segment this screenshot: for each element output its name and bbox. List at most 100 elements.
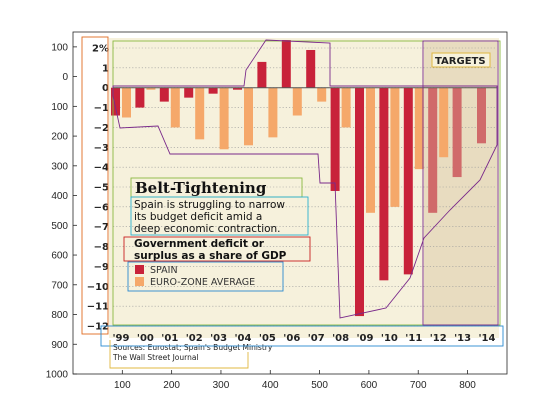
bar-eurozone [170, 87, 180, 128]
inner-x-tick-label: '12 [430, 333, 447, 344]
inner-x-tick-label: '11 [405, 333, 422, 344]
bar-eurozone [317, 87, 327, 102]
outline-plot-area [112, 40, 501, 326]
outer-y-tick-label: 400 [51, 191, 68, 202]
bar-eurozone [414, 87, 424, 170]
outline-legend [127, 261, 284, 292]
inner-x-tick-label: '06 [283, 333, 300, 344]
inner-x-tick-label: '08 [332, 333, 349, 344]
inner-x-tick-label: '07 [308, 333, 325, 344]
chart-title: Belt-Tightening [135, 179, 267, 197]
bar-spain [355, 87, 364, 317]
legend-label-spain: SPAIN [150, 265, 178, 276]
outer-x-tick-label: 300 [213, 380, 230, 391]
inner-y-tick-label: 2% [92, 44, 109, 55]
inner-y-tick-label: −1 [94, 103, 109, 114]
inner-y-tick-label: −4 [94, 163, 109, 174]
inner-y-tick-label: −12 [87, 322, 109, 333]
inner-y-tick-label: −8 [94, 242, 109, 253]
bar-eurozone [122, 87, 131, 118]
inner-x-tick-label: '02 [186, 333, 203, 344]
outer-y-tick-label: 700 [51, 280, 68, 291]
outer-y-tick-label: 200 [51, 132, 68, 143]
chart-label-line-1: Government deficit or [134, 238, 265, 250]
bar-eurozone [366, 87, 375, 213]
axes-frame [72, 31, 508, 375]
outline-source [109, 340, 249, 369]
inner-y-tick-label: −2 [94, 123, 109, 134]
bar-eurozone [439, 87, 449, 158]
bars [111, 40, 497, 317]
inner-x-tick-label: '99 [113, 333, 130, 344]
chart-label-line-2: surplus as a share of GDP [134, 250, 287, 262]
bar-spain [257, 61, 267, 88]
inner-y-tick-label: −3 [94, 143, 109, 154]
outline-chart-label [123, 236, 311, 262]
outer-x-tick-label: 700 [410, 380, 427, 391]
legend-swatch-spain [135, 265, 144, 274]
outline-x-axis-ticks [100, 325, 504, 347]
bar-spain [330, 87, 340, 191]
inner-x-tick-label: '00 [137, 333, 154, 344]
bar-spain [428, 87, 438, 213]
bar-spain [111, 87, 120, 116]
outer-y-tick-label: 100 [51, 102, 68, 113]
outer-x-tick-label: 500 [311, 380, 328, 391]
bar-eurozone [219, 87, 229, 150]
subtitle-line-2: its budget deficit amid a [134, 211, 262, 223]
inner-y-tick-label: 1 [102, 63, 109, 74]
inner-y-tick-label: −7 [94, 222, 109, 233]
bar-eurozone [341, 87, 351, 128]
inner-y-tick-label: −10 [87, 282, 109, 293]
outer-y-tick-label: 0 [62, 72, 68, 83]
targets-label: TARGETS [435, 56, 486, 67]
bar-spain [208, 87, 218, 94]
inner-x-tick-label: '14 [479, 333, 496, 344]
outer-x-tick-label: 400 [262, 380, 279, 391]
outline-series-envelope [112, 39, 498, 319]
inner-x-tick-label: '03 [210, 333, 227, 344]
infographic: 2% 1 0 −1 −2 −3 −4 −5 −6 −7 −8 −9 −10 −11 −12 '99 '00 '0… [87, 38, 499, 362]
bar-eurozone [244, 87, 253, 146]
outer-y-tick-label: 500 [51, 221, 68, 232]
targets-label-box [431, 52, 491, 68]
inner-x-tick-label: '13 [454, 333, 471, 344]
inner-y-ticks: 2% 1 0 −1 −2 −3 −4 −5 −6 −7 −8 −9 −10 −11 −12 [87, 44, 109, 333]
inner-x-ticks: '99 '00 '01 '02 '03 '04 '05 '06 '07 '08 '09 '10 '11 '… [113, 333, 496, 344]
inner-x-tick-label: '01 [161, 333, 178, 344]
inner-x-tick-label: '09 [357, 333, 374, 344]
outer-axis-ticks: 100 200 300 400 500 600 700 8001000100200300400… [46, 42, 477, 391]
bar-spain [135, 87, 145, 108]
bar-spain [379, 87, 389, 281]
bar-spain [477, 87, 486, 144]
outline-targets-region [422, 40, 499, 326]
bar-spain [184, 87, 194, 98]
outer-x-tick-label: 100 [114, 380, 131, 391]
inner-y-tick-label: −6 [94, 202, 109, 213]
annotation-outlines [81, 36, 504, 369]
bar-eurozone [195, 87, 205, 140]
inner-x-tick-label: '04 [235, 333, 252, 344]
inner-y-tick-label: 0 [102, 83, 109, 94]
legend-swatch-eurozone [135, 277, 144, 286]
bar-eurozone [146, 87, 156, 90]
inner-x-tick-label: '05 [259, 333, 276, 344]
bar-eurozone [292, 87, 302, 116]
outer-y-tick-label: 900 [51, 340, 68, 351]
bar-spain [452, 87, 462, 178]
inner-y-tick-label: −5 [94, 183, 109, 194]
outer-x-tick-label: 200 [163, 380, 180, 391]
outer-y-tick-label: 300 [51, 161, 68, 172]
bar-eurozone [390, 87, 400, 207]
bar-spain [403, 87, 413, 275]
bar-spain [233, 87, 242, 90]
inner-x-tick-label: '10 [381, 333, 398, 344]
outer-x-tick-label: 600 [361, 380, 378, 391]
source-line-2: The Wall Street Journal [112, 353, 199, 362]
outer-x-tick-label: 800 [459, 380, 476, 391]
outline-y-axis-ticks [81, 36, 109, 335]
legend-label-eurozone: EURO-ZONE AVERAGE [150, 277, 255, 288]
subtitle-line-1: Spain is struggling to narrow [134, 199, 285, 211]
source-line-1: Sources: Eurostat; Spain's Budget Minist… [113, 343, 273, 352]
